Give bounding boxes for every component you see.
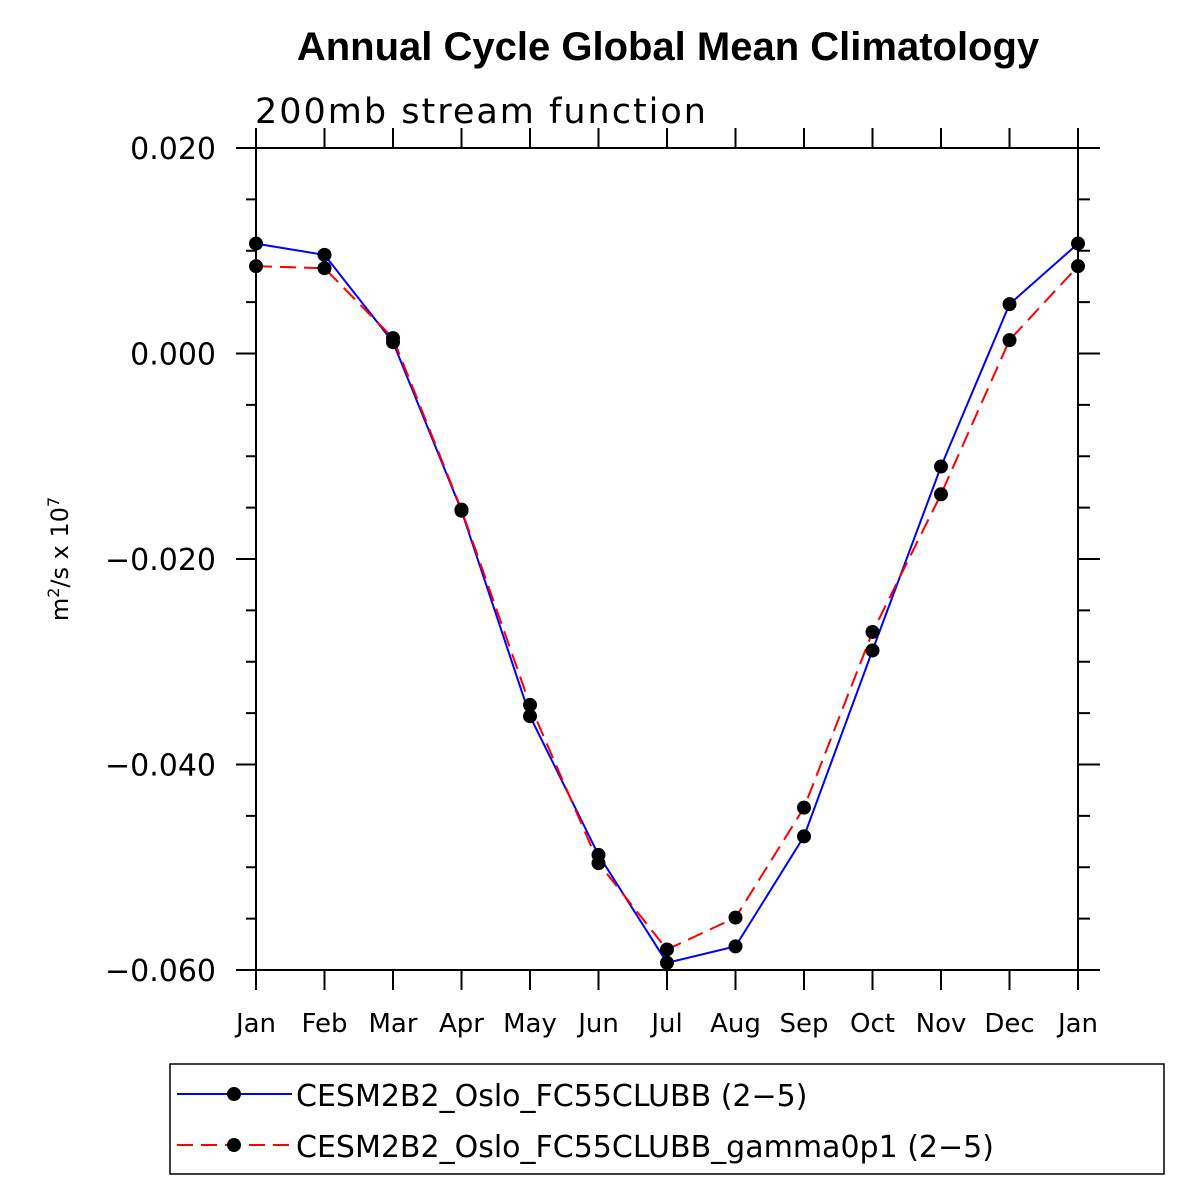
x-tick-label: Nov	[916, 1009, 967, 1039]
legend-marker-series-2	[227, 1138, 241, 1152]
y-tick-label: 0.000	[130, 338, 216, 373]
series-2-point	[317, 261, 332, 276]
legend-box	[169, 1063, 1165, 1175]
legend-label-series-2: CESM2B2_Oslo_FC55CLUBB_gamma0p1 (2−5)	[296, 1130, 994, 1165]
x-tick-label: Apr	[439, 1009, 484, 1039]
legend-marker-series-1	[227, 1087, 241, 1101]
series-1-point	[1002, 297, 1017, 312]
y-axis-label: m2/s x 107	[44, 497, 75, 621]
series-2-point	[523, 697, 537, 712]
chart-title: Annual Cycle Global Mean Climatology	[297, 25, 1040, 69]
series-lines	[255, 242, 1079, 964]
x-tick-label: Mar	[368, 1009, 417, 1039]
series-2-point	[934, 487, 948, 502]
x-tick-label: Oct	[850, 1009, 895, 1039]
x-tick-label: May	[503, 1009, 557, 1039]
series-1-point	[249, 236, 263, 251]
series-2-point	[386, 331, 400, 346]
x-tick-label: Feb	[301, 1009, 347, 1039]
series-2-point	[1071, 259, 1085, 274]
series-2-point	[865, 624, 880, 639]
series-1-point	[934, 459, 948, 474]
series-1-point	[660, 955, 674, 970]
x-tick-label: Jun	[576, 1009, 619, 1039]
series-2-point	[249, 259, 263, 274]
y-tick-labels: 0.020 0.000 −0.020 −0.040 −0.060	[105, 132, 216, 989]
series-2-point	[728, 910, 743, 925]
series-1-point	[865, 643, 880, 658]
series-2-point	[797, 800, 811, 815]
series-line-1	[255, 242, 1079, 964]
x-tick-label: Dec	[984, 1009, 1034, 1039]
y-tick-label: −0.060	[105, 954, 216, 989]
x-tick-labels: Jan Feb Mar Apr May Jun Jul Aug Sep Oct Nov Dec Jan	[234, 1009, 1098, 1039]
x-tick-label: Sep	[779, 1009, 828, 1039]
series-1-point	[728, 939, 743, 954]
y-tick-label: −0.020	[105, 543, 216, 578]
axis-ticks	[236, 128, 1100, 990]
x-tick-label: Aug	[710, 1009, 761, 1039]
plot-frame	[255, 147, 1079, 971]
series-2-point	[660, 942, 674, 957]
series-1-point	[317, 247, 332, 262]
x-tick-label: Jan	[1056, 1009, 1098, 1039]
x-tick-label: Jan	[234, 1009, 276, 1039]
legend: CESM2B2_Oslo_FC55CLUBB (2−5) CESM2B2_Osl…	[169, 1063, 1165, 1175]
svg-text:m2/s x 107: m2/s x 107	[44, 497, 75, 621]
y-tick-label: 0.020	[130, 132, 216, 167]
series-1-point	[797, 829, 811, 844]
chart-subtitle: 200mb stream function	[255, 92, 708, 132]
series-2-point	[1002, 333, 1017, 348]
series-1-point	[1071, 236, 1085, 251]
series-2-point	[591, 856, 606, 871]
series-2-point	[454, 502, 469, 517]
series-1-point	[523, 709, 537, 724]
legend-label-series-1: CESM2B2_Oslo_FC55CLUBB (2−5)	[296, 1079, 807, 1114]
y-tick-label: −0.040	[105, 749, 216, 784]
series-line-2	[255, 265, 1079, 951]
series-markers	[249, 236, 1085, 970]
x-tick-label: Jul	[649, 1009, 682, 1039]
